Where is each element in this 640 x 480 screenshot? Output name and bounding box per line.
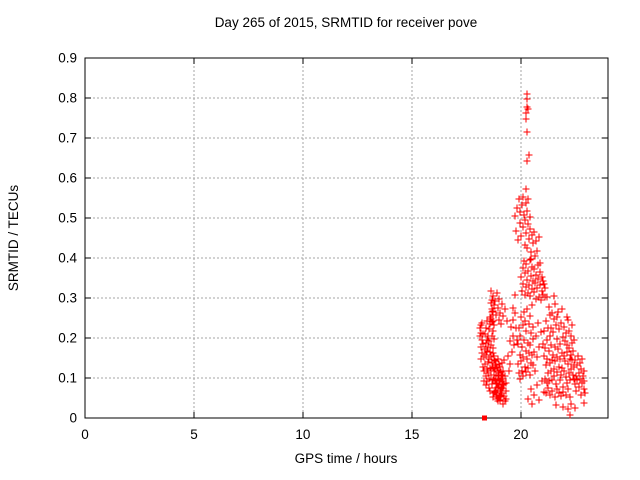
x-axis-label: GPS time / hours: [295, 451, 398, 466]
plot-border: [84, 57, 609, 419]
y-tick-label: 0.7: [58, 131, 77, 146]
y-tick-label: 0.5: [58, 211, 77, 226]
y-tick-label: 0.8: [58, 91, 77, 106]
x-tick-label: 10: [295, 427, 310, 442]
y-axis-label: SRMTID / TECUs: [6, 185, 21, 292]
y-tick-label: 0.4: [58, 251, 77, 266]
y-tick-label: 0: [69, 411, 77, 426]
x-tick-label: 5: [190, 427, 198, 442]
x-tick-label: 20: [513, 427, 528, 442]
y-tick-label: 0.3: [58, 291, 77, 306]
data-points: [476, 90, 589, 421]
chart-title: Day 265 of 2015, SRMTID for receiver pov…: [215, 15, 478, 30]
axis-ticks: [84, 57, 608, 419]
series-flagged-point-marker: [481, 415, 487, 421]
series-srmtid-markers: [476, 90, 589, 419]
tick-labels: 0 0.1 0.2 0.3 0.4 0.5 0.6 0.7 0.8 0.9 0 5 10 15 20: [58, 51, 528, 443]
x-tick-label: 0: [81, 427, 89, 442]
x-tick-label: 15: [404, 427, 419, 442]
y-tick-label: 0.6: [58, 171, 77, 186]
y-tick-label: 0.9: [58, 51, 77, 66]
grid-lines: [85, 58, 608, 418]
y-tick-label: 0.1: [58, 371, 77, 386]
y-tick-label: 0.2: [58, 331, 77, 346]
